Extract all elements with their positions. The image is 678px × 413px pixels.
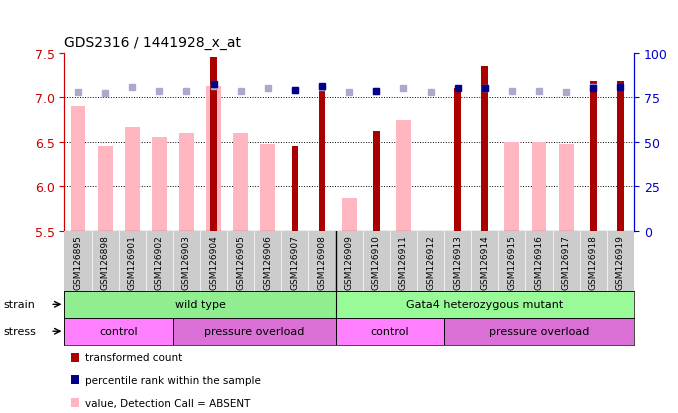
Text: pressure overload: pressure overload bbox=[489, 326, 589, 337]
Bar bbox=[71, 107, 85, 231]
Bar bbox=[319, 87, 325, 231]
Text: wild type: wild type bbox=[174, 299, 226, 310]
Bar bbox=[373, 132, 380, 231]
Text: GSM126911: GSM126911 bbox=[399, 234, 408, 289]
Bar bbox=[152, 138, 167, 231]
Text: GSM126917: GSM126917 bbox=[561, 234, 571, 289]
Bar bbox=[342, 198, 357, 231]
Bar bbox=[617, 82, 624, 231]
Text: GSM126913: GSM126913 bbox=[453, 234, 462, 289]
Bar bbox=[260, 144, 275, 231]
Text: GSM126906: GSM126906 bbox=[263, 234, 273, 289]
Text: GSM126905: GSM126905 bbox=[236, 234, 245, 289]
Text: GSM126895: GSM126895 bbox=[73, 234, 83, 289]
Bar bbox=[233, 134, 248, 231]
Text: GSM126916: GSM126916 bbox=[534, 234, 544, 289]
Bar bbox=[336, 291, 634, 318]
Text: GSM126915: GSM126915 bbox=[507, 234, 517, 289]
Bar bbox=[173, 318, 336, 345]
Text: control: control bbox=[371, 326, 409, 337]
Bar bbox=[98, 147, 113, 231]
Text: GDS2316 / 1441928_x_at: GDS2316 / 1441928_x_at bbox=[64, 36, 241, 50]
Bar bbox=[590, 82, 597, 231]
Bar bbox=[559, 144, 574, 231]
Text: percentile rank within the sample: percentile rank within the sample bbox=[85, 375, 260, 385]
Text: GSM126908: GSM126908 bbox=[317, 234, 327, 289]
Text: GSM126903: GSM126903 bbox=[182, 234, 191, 289]
Bar bbox=[481, 67, 488, 231]
Text: value, Detection Call = ABSENT: value, Detection Call = ABSENT bbox=[85, 398, 250, 408]
Bar bbox=[292, 147, 298, 231]
Text: GSM126914: GSM126914 bbox=[480, 234, 490, 289]
Bar bbox=[396, 120, 411, 231]
Bar bbox=[206, 87, 221, 231]
Bar bbox=[444, 318, 634, 345]
Bar bbox=[336, 318, 444, 345]
Text: GSM126912: GSM126912 bbox=[426, 234, 435, 289]
Text: transformed count: transformed count bbox=[85, 352, 182, 362]
Text: Gata4 heterozygous mutant: Gata4 heterozygous mutant bbox=[406, 299, 563, 310]
Bar bbox=[64, 291, 336, 318]
Bar bbox=[64, 318, 173, 345]
Text: GSM126909: GSM126909 bbox=[344, 234, 354, 289]
Text: GSM126907: GSM126907 bbox=[290, 234, 300, 289]
Bar bbox=[125, 127, 140, 231]
Text: strain: strain bbox=[3, 299, 35, 310]
Bar bbox=[504, 142, 519, 231]
Bar bbox=[532, 142, 546, 231]
Text: control: control bbox=[100, 326, 138, 337]
Text: GSM126919: GSM126919 bbox=[616, 234, 625, 289]
Text: GSM126904: GSM126904 bbox=[209, 234, 218, 289]
Bar bbox=[179, 134, 194, 231]
Text: GSM126910: GSM126910 bbox=[372, 234, 381, 289]
Text: pressure overload: pressure overload bbox=[204, 326, 304, 337]
Text: stress: stress bbox=[3, 326, 36, 337]
Bar bbox=[210, 58, 217, 231]
Text: GSM126898: GSM126898 bbox=[100, 234, 110, 289]
Text: GSM126901: GSM126901 bbox=[127, 234, 137, 289]
Text: GSM126902: GSM126902 bbox=[155, 234, 164, 289]
Bar bbox=[454, 89, 461, 231]
Text: GSM126918: GSM126918 bbox=[589, 234, 598, 289]
